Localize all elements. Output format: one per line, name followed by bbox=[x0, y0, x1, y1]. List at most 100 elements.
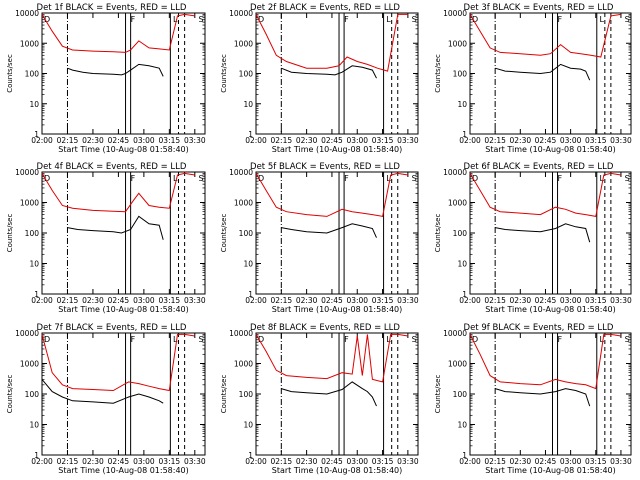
x-tick-label: 02:45 bbox=[108, 457, 130, 466]
x-tick-label: 02:15 bbox=[271, 457, 293, 466]
series-line-lld bbox=[469, 333, 621, 390]
x-tick-label: 02:30 bbox=[82, 457, 104, 466]
region-marker-label: S bbox=[199, 15, 204, 24]
x-tick-label: 02:45 bbox=[108, 136, 130, 145]
x-tick-label: 02:30 bbox=[510, 457, 532, 466]
y-tick-label: 10 bbox=[457, 100, 467, 109]
x-tick-label: 03:00 bbox=[133, 457, 155, 466]
region-marker-label: D bbox=[472, 335, 478, 344]
series-line-events bbox=[67, 63, 164, 77]
x-tick-label: 03:00 bbox=[133, 296, 155, 305]
x-tick-label: 03:00 bbox=[560, 457, 582, 466]
x-axis-label: Start Time (10-Aug-08 01:58:40) bbox=[485, 466, 616, 475]
y-tick-label: 100 bbox=[453, 390, 468, 399]
x-tick-label: 02:15 bbox=[271, 136, 293, 145]
x-axis-label: Start Time (10-Aug-08 01:58:40) bbox=[485, 305, 616, 314]
x-tick-label: 02:30 bbox=[296, 457, 318, 466]
x-tick-label: 03:15 bbox=[159, 296, 181, 305]
plot-frame bbox=[41, 171, 206, 295]
region-marker-label: S bbox=[412, 335, 417, 344]
region-marker-label: D bbox=[472, 174, 478, 183]
series-line-events bbox=[281, 65, 377, 79]
y-tick-label: 100 bbox=[239, 390, 254, 399]
y-tick-label: 1000 bbox=[448, 199, 467, 208]
y-tick-label: 10000 bbox=[443, 168, 467, 177]
chart-panel-2: Det 2f BLACK = Events, RED = LLD Counts/s… bbox=[220, 3, 419, 154]
chart-panel-9: Det 9f BLACK = Events, RED = LLD Counts/s… bbox=[434, 323, 632, 475]
y-tick-label: 10 bbox=[29, 260, 39, 269]
series-line-events bbox=[281, 223, 377, 238]
chart-title: Det 6f BLACK = Events, RED = LLD bbox=[464, 162, 614, 172]
y-tick-label: 100 bbox=[25, 229, 40, 238]
plot-frame bbox=[41, 12, 206, 135]
y-tick-label: 1 bbox=[248, 130, 253, 139]
series-line-lld bbox=[41, 172, 195, 213]
region-marker-label: L bbox=[386, 15, 391, 24]
region-marker-label: S bbox=[625, 335, 630, 344]
region-marker-label: S bbox=[199, 335, 204, 344]
plot-frame bbox=[255, 12, 419, 135]
x-tick-label: 02:45 bbox=[535, 296, 557, 305]
y-axis-label: Counts/sec bbox=[6, 375, 14, 414]
x-tick-label: 03:00 bbox=[133, 136, 155, 145]
region-marker-label: L bbox=[599, 15, 604, 24]
y-tick-label: 10 bbox=[29, 100, 39, 109]
chart-panel-5: Det 5f BLACK = Events, RED = LLD Counts/s… bbox=[220, 162, 419, 314]
x-tick-label: 02:30 bbox=[82, 296, 104, 305]
y-tick-label: 10000 bbox=[229, 329, 253, 338]
x-tick-label: 02:00 bbox=[31, 457, 53, 466]
y-tick-label: 10 bbox=[243, 260, 253, 269]
x-tick-label: 02:30 bbox=[296, 136, 318, 145]
x-tick-label: 02:30 bbox=[510, 296, 532, 305]
x-tick-label: 02:00 bbox=[245, 457, 267, 466]
x-tick-label: 02:15 bbox=[57, 296, 79, 305]
x-axis-label: Start Time (10-Aug-08 01:58:40) bbox=[272, 466, 403, 475]
x-tick-label: 03:15 bbox=[159, 136, 181, 145]
y-tick-label: 1 bbox=[462, 130, 467, 139]
region-marker-label: L bbox=[599, 174, 604, 183]
y-tick-label: 1000 bbox=[20, 39, 39, 48]
x-tick-label: 03:15 bbox=[585, 296, 607, 305]
y-axis-label: Counts/sec bbox=[434, 214, 442, 253]
x-tick-label: 03:15 bbox=[159, 457, 181, 466]
x-tick-label: 02:15 bbox=[57, 457, 79, 466]
x-tick-label: 03:30 bbox=[610, 136, 632, 145]
series-line-events bbox=[41, 379, 164, 404]
region-marker-label: D bbox=[472, 15, 478, 24]
x-tick-label: 03:00 bbox=[560, 136, 582, 145]
x-tick-label: 02:00 bbox=[31, 296, 53, 305]
x-tick-label: 02:15 bbox=[484, 136, 506, 145]
series-line-events bbox=[67, 215, 164, 240]
region-marker-label: L bbox=[173, 174, 178, 183]
x-tick-label: 02:45 bbox=[321, 296, 343, 305]
x-tick-label: 02:15 bbox=[271, 296, 293, 305]
x-tick-label: 03:00 bbox=[346, 296, 368, 305]
region-marker-label: L bbox=[599, 335, 604, 344]
y-tick-label: 10000 bbox=[15, 168, 39, 177]
x-tick-label: 03:15 bbox=[585, 457, 607, 466]
y-tick-label: 10000 bbox=[229, 9, 253, 18]
y-tick-label: 1000 bbox=[20, 199, 39, 208]
y-tick-label: 1 bbox=[34, 130, 39, 139]
plot-frame bbox=[255, 332, 419, 456]
region-marker-label: S bbox=[412, 174, 417, 183]
x-tick-label: 03:15 bbox=[372, 136, 394, 145]
x-tick-label: 03:15 bbox=[585, 136, 607, 145]
y-tick-label: 100 bbox=[239, 70, 254, 79]
series-line-lld bbox=[255, 333, 408, 383]
chart-title: Det 3f BLACK = Events, RED = LLD bbox=[464, 3, 614, 13]
region-marker-label: S bbox=[412, 15, 417, 24]
x-axis-label: Start Time (10-Aug-08 01:58:40) bbox=[272, 145, 403, 154]
region-marker-label: L bbox=[173, 335, 178, 344]
region-marker-label: F bbox=[131, 15, 136, 24]
x-tick-label: 02:00 bbox=[459, 457, 481, 466]
y-tick-label: 10 bbox=[243, 421, 253, 430]
chart-panel-6: Det 6f BLACK = Events, RED = LLD Counts/s… bbox=[434, 162, 632, 314]
y-axis-label: Counts/sec bbox=[220, 54, 228, 93]
y-tick-label: 1 bbox=[462, 451, 467, 460]
series-line-lld bbox=[469, 172, 621, 217]
x-tick-label: 03:30 bbox=[184, 136, 206, 145]
chart-panel-4: Det 4f BLACK = Events, RED = LLD Counts/s… bbox=[6, 162, 206, 314]
region-marker-label: F bbox=[344, 335, 349, 344]
